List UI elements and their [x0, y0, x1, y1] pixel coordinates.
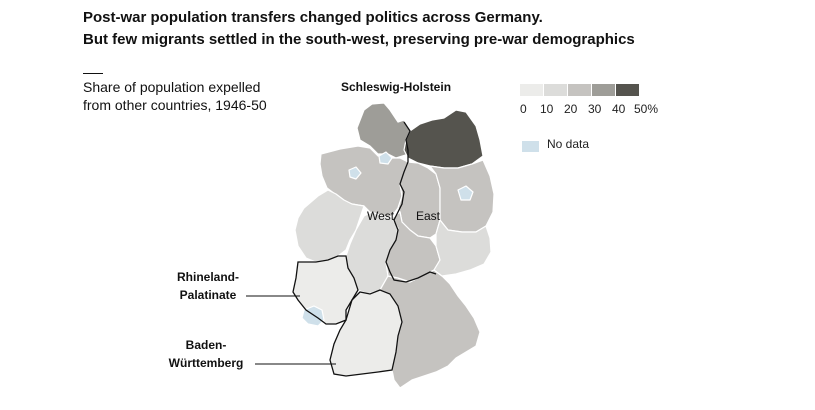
region-hamburg — [378, 151, 393, 165]
legend-swatch-0-10 — [520, 84, 543, 96]
legend-tick-0: 0 — [520, 102, 527, 116]
legend-swatch-10-20 — [544, 84, 567, 96]
region-saxony — [433, 219, 492, 277]
subtitle-rule — [83, 73, 103, 74]
legend-swatch-40-50 — [616, 84, 639, 96]
region-mecklenburg-vorpommern — [403, 109, 484, 169]
label-baden-wurttemberg: Baden- Württemberg — [160, 336, 252, 372]
legend-tick-10: 10 — [540, 102, 554, 116]
label-rhineland-palatinate-line-2: Palatinate — [179, 288, 237, 302]
legend-tick-30: 30 — [588, 102, 602, 116]
map-subtitle: Share of population expelled from other … — [83, 78, 313, 114]
legend-tick-40: 40 — [612, 102, 626, 116]
legend-tick-20: 20 — [564, 102, 578, 116]
legend-no-data-swatch — [522, 141, 539, 152]
region-berlin — [457, 185, 474, 201]
rhineland-palatinate-outline — [292, 255, 359, 325]
label-rhineland-palatinate: Rhineland- Palatinate — [168, 268, 248, 304]
inner-german-border — [385, 121, 437, 283]
label-west: West — [367, 209, 395, 223]
label-rhineland-palatinate-line-1: Rhineland- — [177, 270, 239, 284]
region-bremen — [348, 166, 362, 180]
legend-tick-50: 50% — [634, 102, 659, 116]
subtitle-line-1: Share of population expelled — [83, 79, 261, 95]
label-baden-wurttemberg-line-2: Württemberg — [168, 356, 244, 370]
legend-swatch-20-30 — [568, 84, 591, 96]
legend-no-data-label: No data — [547, 137, 590, 151]
label-baden-wurttemberg-line-1: Baden- — [185, 338, 227, 352]
chart-title-line-2: But few migrants settled in the south-we… — [83, 31, 635, 48]
label-schleswig-holstein: Schleswig-Holstein — [341, 80, 452, 94]
baden-wurttemberg-outline — [329, 289, 403, 377]
label-east: East — [416, 209, 441, 223]
subtitle-line-2: from other countries, 1946-50 — [83, 97, 267, 113]
chart-title-line-1: Post-war population transfers changed po… — [83, 9, 543, 26]
region-north-rhine-westphalia — [294, 189, 365, 263]
legend-swatch-30-40 — [592, 84, 615, 96]
